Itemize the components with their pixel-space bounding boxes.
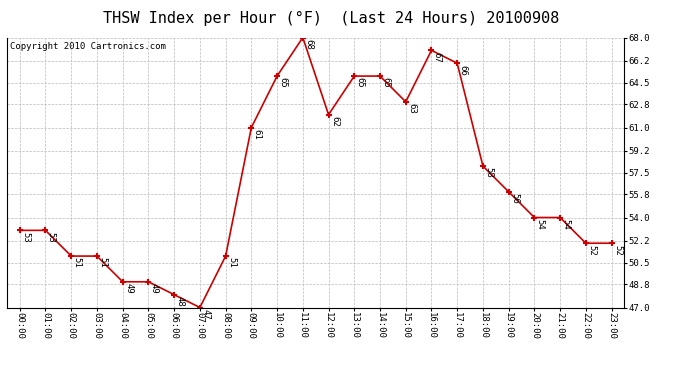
- Text: Copyright 2010 Cartronics.com: Copyright 2010 Cartronics.com: [10, 42, 166, 51]
- Text: 49: 49: [150, 283, 159, 294]
- Text: 53: 53: [21, 232, 30, 243]
- Text: 63: 63: [407, 103, 416, 114]
- Text: 53: 53: [47, 232, 56, 243]
- Text: 51: 51: [72, 258, 81, 268]
- Text: 68: 68: [304, 39, 313, 50]
- Text: 67: 67: [433, 52, 442, 63]
- Text: 61: 61: [253, 129, 262, 140]
- Text: 66: 66: [459, 64, 468, 75]
- Text: 52: 52: [613, 244, 622, 255]
- Text: 56: 56: [510, 193, 519, 204]
- Text: 65: 65: [279, 78, 288, 88]
- Text: 47: 47: [201, 309, 210, 320]
- Text: 58: 58: [484, 168, 493, 178]
- Text: 54: 54: [535, 219, 545, 230]
- Text: 48: 48: [175, 296, 184, 307]
- Text: 65: 65: [355, 78, 364, 88]
- Text: 52: 52: [587, 244, 596, 255]
- Text: THSW Index per Hour (°F)  (Last 24 Hours) 20100908: THSW Index per Hour (°F) (Last 24 Hours)…: [103, 11, 560, 26]
- Text: 51: 51: [227, 258, 236, 268]
- Text: 65: 65: [382, 78, 391, 88]
- Text: 62: 62: [330, 116, 339, 127]
- Text: 54: 54: [562, 219, 571, 230]
- Text: 51: 51: [99, 258, 108, 268]
- Text: 49: 49: [124, 283, 133, 294]
